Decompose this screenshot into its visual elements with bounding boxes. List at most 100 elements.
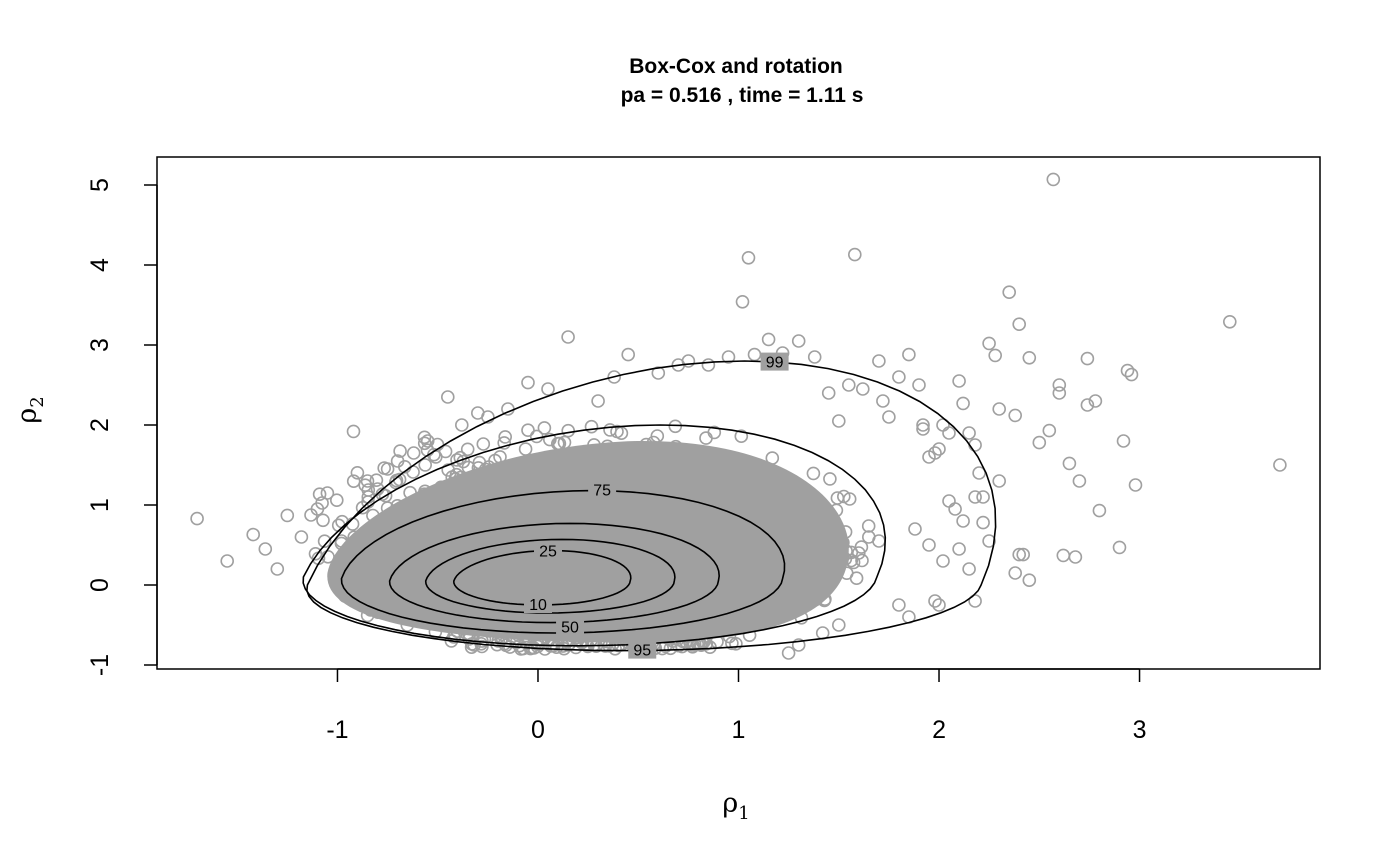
data-point [861,519,876,533]
y-tick-label: 4 [86,258,114,272]
data-point [497,436,512,450]
data-point [1052,386,1067,400]
data-point [481,410,495,424]
data-point [350,465,365,480]
data-point [791,638,806,652]
data-point [1124,367,1139,382]
data-point [1092,503,1107,518]
data-point [1008,566,1023,580]
data-point [972,466,986,480]
data-point [668,419,683,434]
contour-line-10 [452,549,632,606]
data-point [1022,573,1037,588]
data-point [315,496,329,510]
data-point [928,446,942,460]
data-point [872,354,886,368]
scatter-points [190,172,1287,660]
data-point [1042,423,1057,438]
data-point [220,554,234,568]
contour-line-99 [306,360,997,652]
data-point [936,554,950,568]
data-point [836,489,851,504]
data-point [846,555,861,570]
data-point [406,446,421,460]
data-point [916,418,930,432]
data-point [280,508,295,523]
data-point [952,374,966,388]
y-tick-label: 2 [86,418,114,432]
data-point [882,410,896,424]
y-tick-label: 5 [86,178,114,192]
data-point [942,494,956,508]
data-point [541,382,555,396]
x-axis-label: ρ1 [722,788,749,824]
data-point [831,618,846,632]
data-point [561,330,575,344]
data-point [707,425,722,440]
data-point [420,434,435,448]
data-point [460,442,475,457]
data-point [932,442,946,456]
data-point [393,444,407,458]
data-point [892,370,906,384]
contour-label: 10 [529,597,547,614]
data-point [876,394,890,408]
data-point [316,513,330,528]
contour-label: 25 [539,543,557,560]
data-point [1088,394,1103,408]
data-point [1120,363,1135,378]
data-point [1116,434,1131,448]
data-point [258,542,273,556]
data-point [892,598,906,612]
data-point [518,442,533,456]
data-point [701,358,716,372]
data-point [1012,317,1027,332]
data-point [968,438,982,452]
data-point [842,492,857,506]
data-point [823,472,837,486]
data-point [1046,172,1061,187]
data-point [417,430,432,445]
data-point [1016,547,1031,562]
x-tick-label: 1 [732,716,746,744]
x-tick-label: -1 [326,716,348,744]
data-point [651,366,666,380]
data-point [1008,408,1023,423]
contour-label-bg [534,541,563,560]
data-point [438,444,453,459]
data-point [747,347,762,362]
data-point [312,487,327,502]
data-point [968,490,982,504]
density-contours: 10 25 50 75 95 99 [302,352,997,660]
y-tick-label: -1 [86,654,114,676]
data-point [806,466,821,481]
data-point [976,490,990,504]
data-point [791,334,806,348]
data-point [1080,351,1095,366]
data-point [1112,540,1127,555]
y-tick-label: 1 [86,498,114,512]
svg-text:ρ2: ρ2 [12,396,48,423]
data-point [377,461,392,475]
data-point [729,636,743,651]
data-point [584,419,599,434]
data-point [308,546,323,561]
contour-label: 99 [766,355,784,372]
data-point [761,332,776,347]
data-point [982,534,996,548]
data-point [418,458,433,472]
contour-label-bg [760,352,789,371]
data-point [190,511,204,526]
data-point [922,538,936,552]
data-point [988,348,1003,363]
contour-label-bg [523,595,552,613]
data-point [346,474,361,489]
data-point [821,386,836,400]
data-point [992,402,1007,416]
data-point [948,502,962,516]
data-point [962,426,976,440]
data-point [807,350,822,364]
chart-title: Box-Cox and rotation [629,55,843,78]
data-point [537,421,552,435]
